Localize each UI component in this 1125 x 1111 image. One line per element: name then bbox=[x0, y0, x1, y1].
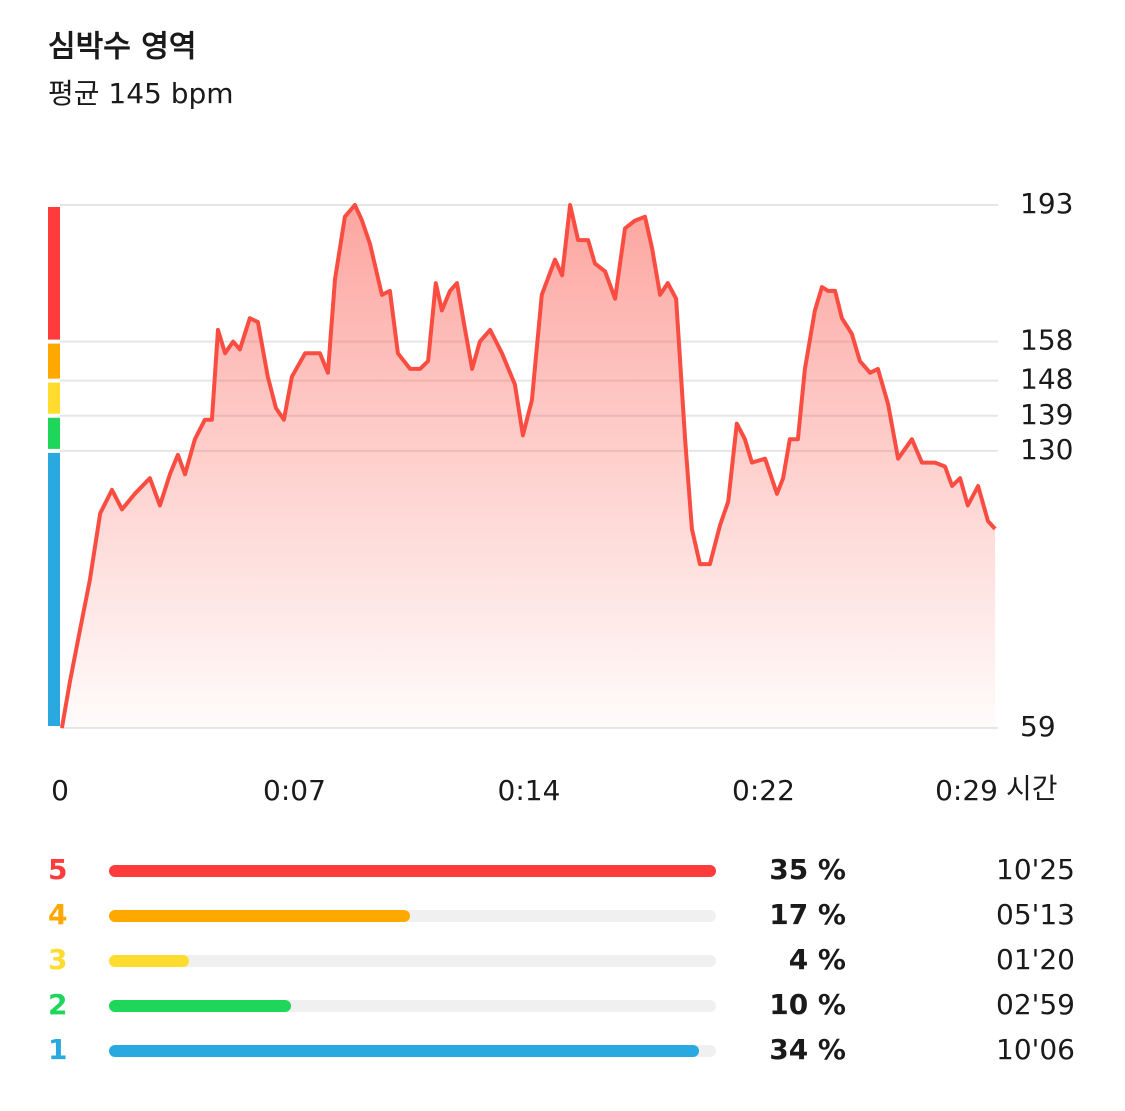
time-label: 10'06 bbox=[996, 1033, 1075, 1066]
y-tick-label: 59 bbox=[1020, 710, 1056, 743]
percent-label: 34 % bbox=[769, 1033, 846, 1066]
percent-label: 10 % bbox=[769, 988, 846, 1021]
zone-label: 1 bbox=[48, 1033, 67, 1066]
zone-label: 2 bbox=[48, 988, 67, 1021]
x-tick-label: 0:22 bbox=[732, 774, 795, 807]
x-tick-label: 0:29 bbox=[935, 774, 998, 807]
zone-strip bbox=[48, 452, 60, 726]
y-tick-label: 139 bbox=[1020, 398, 1073, 431]
zone-label: 4 bbox=[48, 898, 67, 931]
title: 심박수 영역 bbox=[48, 30, 196, 65]
time-label: 02'59 bbox=[996, 988, 1075, 1021]
y-tick-label: 158 bbox=[1020, 324, 1073, 357]
zone-strip bbox=[48, 343, 60, 379]
percent-label: 17 % bbox=[769, 898, 846, 931]
percent-label: 35 % bbox=[769, 853, 846, 886]
y-tick-label: 193 bbox=[1020, 187, 1073, 220]
zone-label: 5 bbox=[48, 853, 67, 886]
y-tick-label: 148 bbox=[1020, 363, 1073, 396]
x-tick-label: 0:14 bbox=[498, 774, 561, 807]
time-label: 01'20 bbox=[996, 943, 1075, 976]
x-axis-label: 시간 bbox=[1006, 772, 1058, 805]
x-tick-label: 0:07 bbox=[263, 774, 326, 807]
subtitle: 평균 145 bpm bbox=[48, 77, 234, 110]
y-tick-label: 130 bbox=[1020, 433, 1073, 466]
zone-label: 3 bbox=[48, 943, 67, 976]
percent-label: 4 % bbox=[789, 943, 846, 976]
zone-strip bbox=[48, 207, 60, 340]
zone-strip bbox=[48, 382, 60, 414]
line bbox=[59, 203, 997, 729]
x-tick-label: 0 bbox=[51, 774, 69, 807]
zone-strip bbox=[48, 417, 60, 449]
time-label: 05'13 bbox=[996, 898, 1075, 931]
area bbox=[61, 205, 996, 728]
time-label: 10'25 bbox=[996, 853, 1075, 886]
